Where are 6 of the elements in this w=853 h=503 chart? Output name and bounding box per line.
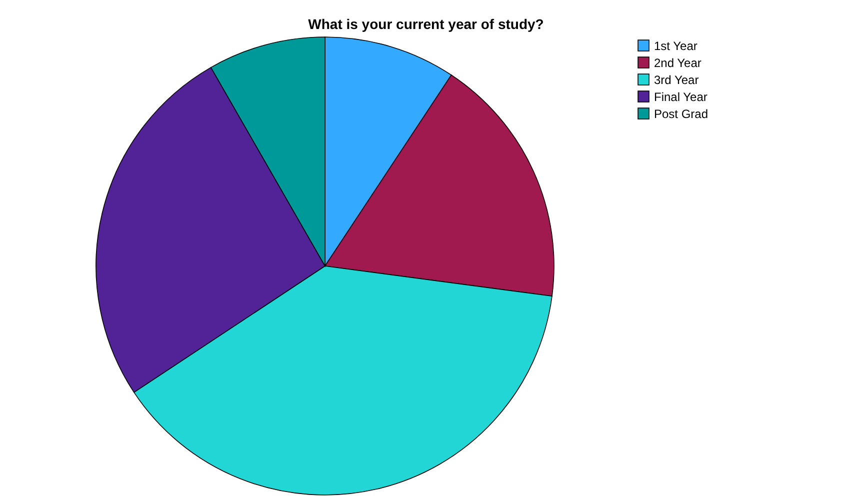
legend-label: 2nd Year: [654, 56, 702, 70]
legend-label: 1st Year: [654, 39, 698, 53]
legend-label: Final Year: [654, 90, 708, 104]
legend-label: Post Grad: [654, 107, 708, 121]
legend-label: 3rd Year: [654, 73, 699, 87]
chart-title: What is your current year of study?: [308, 16, 544, 32]
